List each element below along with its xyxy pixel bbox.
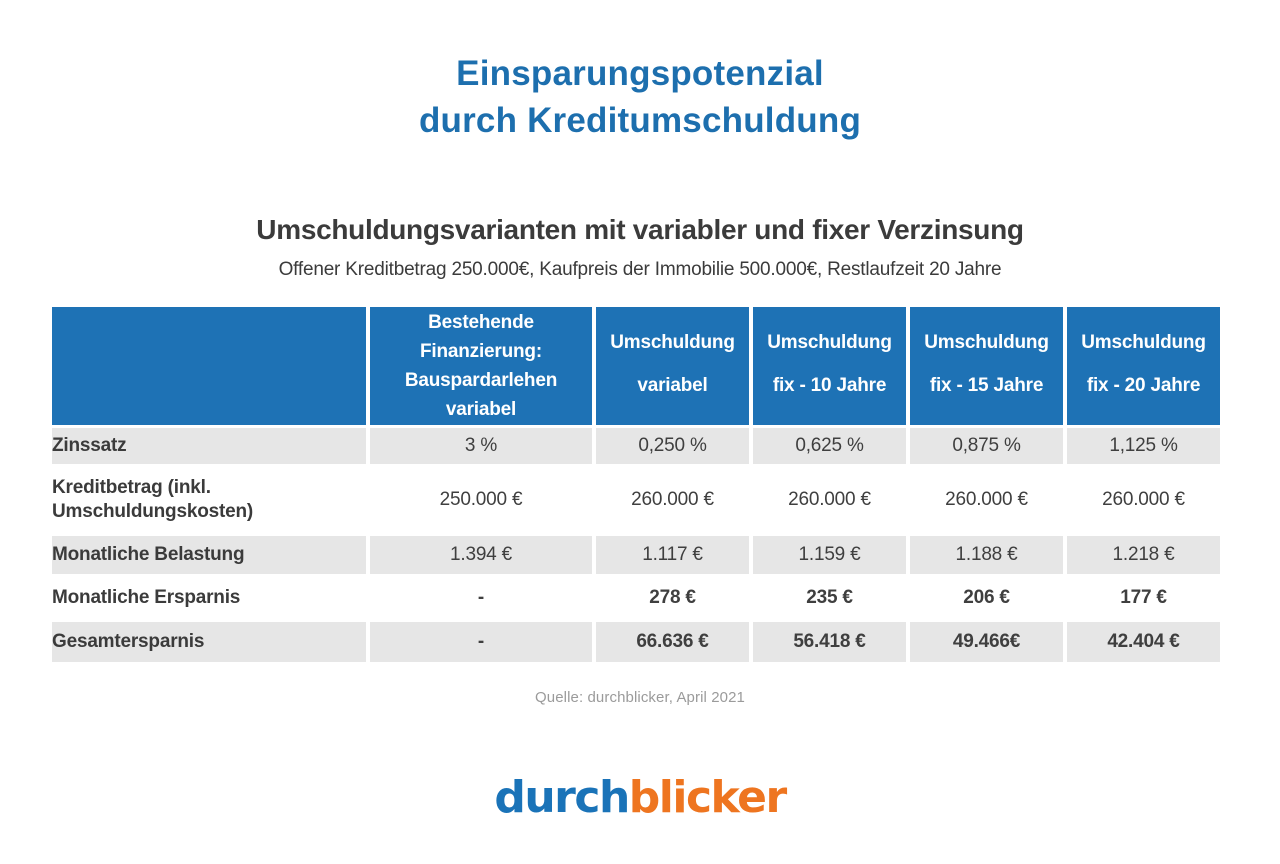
- header-line: Finanzierung:: [420, 341, 542, 362]
- value-cell: 235 €: [806, 587, 853, 608]
- value-cell: 250.000 €: [439, 489, 523, 510]
- table-subtitle: Offener Kreditbetrag 250.000€, Kaufpreis…: [278, 259, 1002, 280]
- table-row: Kreditbetrag (inkl. Umschuldungskosten) 2…: [52, 467, 1220, 533]
- header-line: variabel: [637, 375, 708, 396]
- value-cell: 206 €: [963, 587, 1010, 608]
- header-line: Umschuldung: [924, 332, 1049, 353]
- page-title-line2: durch Kreditumschuldung: [418, 101, 862, 140]
- table-header-cell: Bestehende Finanzierung: Bauspardarlehen va…: [370, 307, 592, 425]
- durchblicker-logo: durchblicker: [0, 772, 1280, 823]
- value-cell: 260.000 €: [945, 489, 1028, 510]
- header-line: fix - 15 Jahre: [929, 375, 1044, 396]
- header-line: Umschuldung: [1081, 332, 1206, 353]
- value-cell: 260.000 €: [1102, 489, 1185, 510]
- table-header-cell: Umschuldung fix - 20 Jahre: [1067, 307, 1220, 425]
- table-header-cell: Umschuldung variabel: [596, 307, 749, 425]
- value-cell: 0,250 %: [596, 428, 749, 464]
- table-header-cell: Umschuldung fix - 10 Jahre: [753, 307, 906, 425]
- header-line: Bauspardarlehen: [404, 370, 558, 391]
- header-line: fix - 20 Jahre: [1086, 375, 1201, 396]
- table-row: Monatliche Belastung 1.394 €1.117 €1.159 …: [52, 536, 1220, 574]
- header-line: Umschuldung: [767, 332, 892, 353]
- value-cell: -: [370, 622, 592, 662]
- value-cell: 42.404 €: [1067, 622, 1220, 662]
- table-row: Monatliche Ersparnis - 278 € 235 € 206 € 177 …: [52, 577, 1220, 619]
- page-title: Einsparungspotenzial durch Kreditumschul…: [0, 50, 1280, 144]
- table-header-cell: Umschuldung fix - 15 Jahre: [910, 307, 1063, 425]
- comparison-table-container: Bestehende Finanzierung: Bauspardarlehen va…: [48, 304, 1224, 665]
- table-header-row: Bestehende Finanzierung: Bauspardarlehen va…: [52, 307, 1220, 425]
- comparison-table: Bestehende Finanzierung: Bauspardarlehen va…: [48, 304, 1224, 665]
- header-line: Umschuldung: [610, 332, 735, 353]
- row-label: Gesamtersparnis: [52, 622, 366, 662]
- value-cell: 0,625 %: [753, 428, 906, 464]
- value-cell: 260.000 €: [788, 489, 871, 510]
- value-cell: 1.218 €: [1067, 536, 1220, 574]
- value-cell: 49.466€: [910, 622, 1063, 662]
- row-label: Kreditbetrag (inkl. Umschuldungskosten): [52, 477, 253, 522]
- row-label: Zinssatz: [52, 428, 366, 464]
- value-cell: 66.636 €: [596, 622, 749, 662]
- value-cell: 0,875 %: [910, 428, 1063, 464]
- value-cell: 1.188 €: [910, 536, 1063, 574]
- header-line: Bestehende: [428, 312, 534, 333]
- value-cell: 56.418 €: [753, 622, 906, 662]
- header-line: variabel: [445, 399, 517, 420]
- value-cell: 3 %: [370, 428, 592, 464]
- value-cell: 1.117 €: [596, 536, 749, 574]
- logo-part-blue: durch: [494, 772, 630, 823]
- page-title-line1: Einsparungspotenzial: [456, 54, 824, 93]
- source-note: Quelle: durchblicker, April 2021: [535, 689, 745, 706]
- header-cell-empty: [52, 307, 366, 425]
- table-title: Umschuldungsvarianten mit variabler und …: [256, 214, 1024, 245]
- value-cell: 1,125 %: [1067, 428, 1220, 464]
- value-cell: 1.394 €: [370, 536, 592, 574]
- row-label: Monatliche Ersparnis: [52, 587, 241, 608]
- value-cell: 260.000 €: [631, 489, 714, 510]
- logo-part-orange: blicker: [628, 772, 787, 823]
- value-cell: 177 €: [1120, 587, 1167, 608]
- value-cell: 278 €: [649, 587, 696, 608]
- header-line: fix - 10 Jahre: [772, 375, 887, 396]
- table-row: Gesamtersparnis -66.636 €56.418 €49.466€ 4…: [52, 622, 1220, 662]
- value-cell: -: [477, 587, 485, 608]
- value-cell: 1.159 €: [753, 536, 906, 574]
- row-label: Monatliche Belastung: [52, 536, 366, 574]
- table-row: Zinssatz 3 % 0,250 % 0,625 % 0,875 % 1,125 %: [52, 428, 1220, 464]
